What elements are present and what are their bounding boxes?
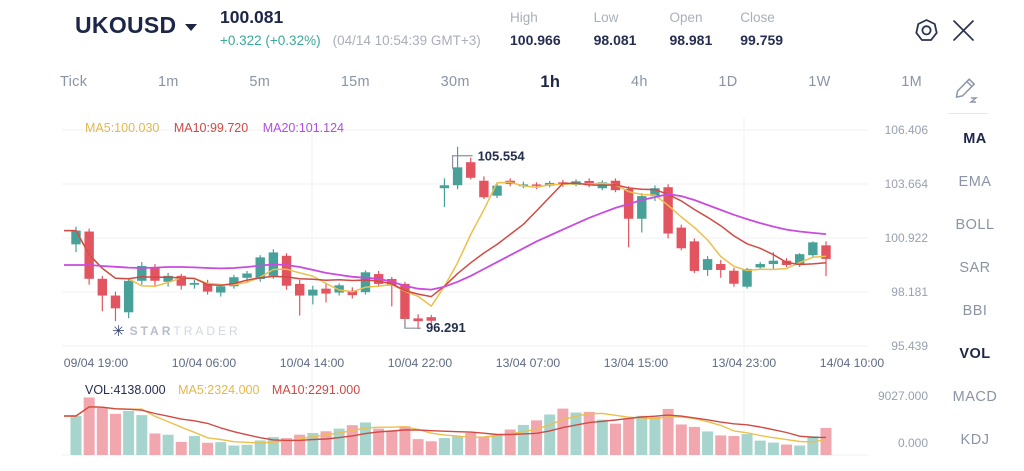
svg-text:96.291: 96.291 [426, 320, 466, 335]
ma5-legend: MA5:100.030 [85, 121, 160, 135]
tab-15m[interactable]: 15m [340, 74, 370, 90]
indicator-ema[interactable]: EMA [958, 174, 992, 190]
timeframe-tabs: Tick 1m 5m 15m 30m 1h 4h 1D 1W 1M [60, 68, 922, 96]
tab-tick[interactable]: Tick [60, 74, 88, 90]
watermark-light: TRADER [173, 324, 241, 338]
price-change-row: +0.322 (+0.32%) (04/14 10:54:39 GMT+3) [220, 33, 481, 48]
price-change: +0.322 (+0.32%) [220, 33, 321, 48]
svg-text:9027.000: 9027.000 [878, 389, 928, 403]
svg-text:09/04 19:00: 09/04 19:00 [64, 356, 129, 370]
stat-close: Close 99.759 [740, 10, 783, 48]
indicator-bbi[interactable]: BBI [962, 303, 988, 319]
indicator-vol[interactable]: VOL [959, 346, 991, 362]
svg-text:13/04 15:00: 13/04 15:00 [604, 356, 669, 370]
chevron-down-icon [185, 23, 198, 31]
ma-legend: MA5:100.030 MA10:99.720 MA20:101.124 [85, 121, 344, 135]
indicator-edit-pencil-icon[interactable] [951, 73, 981, 110]
startrader-watermark: ✳ STAR TRADER [112, 322, 241, 340]
stat-high: High 100.966 [510, 10, 561, 48]
stat-value: 100.966 [510, 32, 561, 48]
svg-text:105.554: 105.554 [478, 148, 526, 163]
svg-text:14/04 10:00: 14/04 10:00 [820, 356, 885, 370]
tab-1m[interactable]: 1m [157, 74, 179, 90]
svg-text:98.181: 98.181 [891, 285, 928, 299]
svg-text:10/04 06:00: 10/04 06:00 [172, 356, 237, 370]
vol-value-legend: VOL:4138.000 [85, 383, 166, 397]
tab-30m[interactable]: 30m [440, 74, 470, 90]
stat-label: Close [740, 10, 775, 25]
close-icon[interactable] [951, 18, 976, 48]
svg-text:103.664: 103.664 [885, 177, 929, 191]
tab-1h[interactable]: 1h [540, 72, 561, 91]
tab-5m[interactable]: 5m [249, 74, 271, 90]
quote-timestamp: (04/14 10:54:39 GMT+3) [332, 33, 481, 48]
svg-text:10/04 14:00: 10/04 14:00 [280, 356, 345, 370]
stat-open: Open 98.981 [669, 10, 712, 48]
ma10-legend: MA10:99.720 [173, 121, 249, 135]
stat-low: Low 98.081 [594, 10, 637, 48]
svg-text:10/04 22:00: 10/04 22:00 [388, 356, 453, 370]
stat-value: 98.981 [669, 32, 713, 48]
symbol-selector[interactable]: UKOUSD [75, 12, 198, 39]
candlestick-chart[interactable]: 106.406 103.664 100.922 98.181 95.439 9027.00… [0, 0, 935, 471]
stat-label: High [510, 10, 538, 25]
stat-label: Open [669, 10, 703, 25]
indicator-boll[interactable]: BOLL [955, 217, 995, 233]
indicator-kdj[interactable]: KDJ [960, 432, 990, 448]
indicator-ma[interactable]: MA [963, 131, 987, 147]
vol-ma5-legend: MA5:2324.000 [178, 383, 260, 397]
svg-text:0.000: 0.000 [898, 436, 928, 450]
indicator-macd[interactable]: MACD [952, 389, 998, 405]
indicator-sar[interactable]: SAR [959, 260, 991, 276]
ma20-legend: MA20:101.124 [262, 121, 344, 135]
star-logo-icon: ✳ [112, 323, 125, 340]
symbol-label: UKOUSD [75, 12, 177, 38]
tab-1w[interactable]: 1W [808, 74, 831, 90]
tab-1d[interactable]: 1D [718, 74, 738, 90]
settings-icon[interactable] [914, 18, 939, 48]
svg-text:95.439: 95.439 [891, 339, 928, 353]
watermark-bold: STAR [129, 324, 174, 338]
svg-text:100.922: 100.922 [885, 231, 929, 245]
svg-text:13/04 23:00: 13/04 23:00 [712, 356, 777, 370]
svg-text:106.406: 106.406 [885, 123, 929, 137]
volume-legend: VOL:4138.000 MA5:2324.000 MA10:2291.000 [85, 383, 360, 397]
tab-1m[interactable]: 1M [901, 74, 922, 90]
sidebar-divider [948, 113, 988, 114]
stat-value: 98.081 [593, 32, 637, 48]
stat-label: Low [593, 10, 619, 25]
svg-text:13/04 07:00: 13/04 07:00 [496, 356, 561, 370]
vol-ma10-legend: MA10:2291.000 [271, 383, 361, 397]
indicator-list: MA EMA BOLL SAR BBI VOL MACD KDJ [935, 118, 1015, 462]
last-price: 100.081 [220, 7, 284, 27]
stat-value: 99.759 [740, 32, 784, 48]
tab-4h[interactable]: 4h [630, 74, 648, 90]
ohlc-stats: High 100.966 Low 98.081 Open 98.981 Close 99.75… [510, 10, 783, 48]
